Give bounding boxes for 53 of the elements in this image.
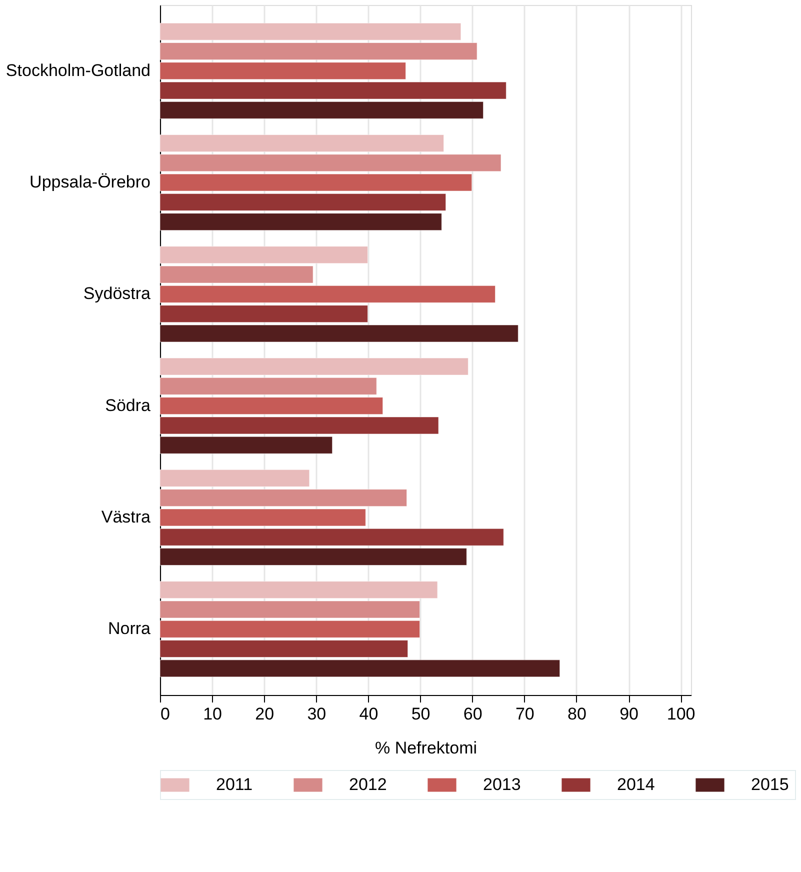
bar [160,489,407,506]
bar [160,528,504,546]
y-tick-label: Västra [101,507,152,526]
bar [160,22,462,40]
bar [160,660,560,678]
bar [160,600,420,618]
x-tick-label: 100 [666,704,696,724]
y-tick-label: Uppsala-Örebro [30,172,150,192]
y-tick-label: Sydöstra [83,284,152,304]
x-tick-label: 0 [160,704,170,724]
x-tick-label: 40 [359,704,378,724]
bar [160,324,518,342]
legend-label: 2011 [216,775,253,794]
bar [160,102,484,119]
legend-label: 2014 [617,775,655,794]
bar [160,266,314,284]
y-tick-label: Norra [108,619,152,638]
bar [160,548,467,566]
bar [160,508,366,526]
bar [160,62,406,80]
bar [160,416,439,434]
legend-label: 2015 [751,775,789,794]
x-tick-label: 60 [463,704,482,724]
bar [160,246,368,264]
bar [160,213,442,230]
bar [160,82,506,100]
legend-label: 2012 [349,775,387,794]
legend-label: 2013 [483,775,521,794]
x-axis-title: % Nefrektomi [374,738,478,758]
y-tick-label: Stockholm-Gotland [6,60,150,80]
bar [160,42,478,60]
bar [160,581,438,598]
x-tick-label: 70 [515,704,534,724]
bar [160,640,408,658]
y-tick-label: Södra [105,396,152,415]
x-tick-label: 80 [568,704,586,724]
bar [160,358,468,376]
bar [160,154,502,172]
x-tick-label: 10 [203,704,222,724]
bar [160,436,332,454]
x-tick-label: 30 [307,704,326,724]
x-tick-label: 50 [411,704,430,724]
x-tick-label: 90 [620,704,638,724]
x-tick-label: 20 [255,704,274,724]
bar [160,194,446,211]
bar [160,286,496,303]
bar [160,470,310,487]
bar [160,397,383,414]
bar [160,174,472,192]
bar [160,134,444,152]
bar [160,620,420,638]
bar [160,378,377,395]
bar [160,305,368,322]
